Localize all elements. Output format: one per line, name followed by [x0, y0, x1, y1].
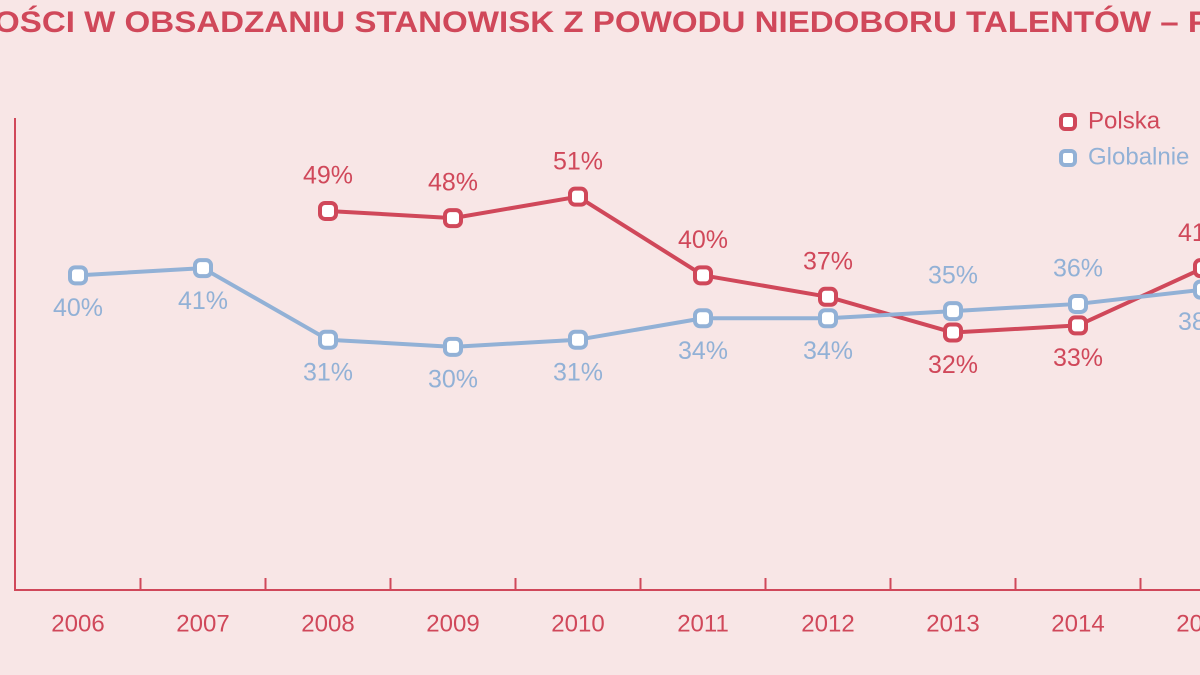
x-tick-label: 2012	[801, 610, 854, 637]
legend-marker	[1059, 113, 1077, 131]
marker	[1193, 279, 1200, 300]
data-label: 31%	[303, 358, 353, 386]
marker	[943, 301, 963, 322]
series-line	[77, 266, 1200, 349]
data-label: 32%	[928, 351, 978, 379]
marker	[318, 329, 338, 350]
data-label: 35%	[928, 262, 978, 290]
data-label: 37%	[803, 247, 853, 275]
data-label: 33%	[1053, 344, 1103, 372]
data-label: 38%	[1178, 308, 1200, 336]
x-tick-label: 2007	[176, 610, 229, 637]
marker	[568, 186, 588, 207]
marker	[693, 265, 713, 286]
data-label: 36%	[1053, 255, 1103, 283]
data-label: 40%	[53, 294, 103, 322]
marker	[193, 258, 213, 279]
chart-title: OŚCI W OBSADZANIU STANOWISK Z POWODU NIE…	[0, 5, 1200, 39]
marker	[1068, 315, 1088, 336]
marker	[318, 200, 338, 221]
marker	[1193, 258, 1200, 279]
x-tick-label: 2009	[426, 610, 479, 637]
marker	[818, 308, 838, 329]
x-tick-label: 2013	[926, 610, 979, 637]
legend-label: Polska	[1088, 107, 1161, 134]
x-tick-label: 2008	[301, 610, 354, 637]
data-label: 40%	[678, 226, 728, 254]
data-label: 41%	[1178, 219, 1200, 247]
x-tick-label: 2015	[1176, 610, 1200, 637]
data-label: 51%	[553, 147, 603, 175]
marker	[443, 208, 463, 229]
marker	[1068, 293, 1088, 314]
data-label: 49%	[303, 162, 353, 190]
data-label: 31%	[553, 358, 603, 386]
marker	[568, 329, 588, 350]
x-tick-label: 2014	[1051, 610, 1104, 637]
marker	[818, 286, 838, 307]
data-label: 30%	[428, 365, 478, 393]
x-tick-label: 2010	[551, 610, 604, 637]
data-label: 48%	[428, 169, 478, 197]
data-label: 41%	[178, 287, 228, 315]
data-label: 34%	[678, 337, 728, 365]
series-line	[327, 194, 1200, 335]
marker	[693, 308, 713, 329]
marker	[68, 265, 88, 286]
x-tick-label: 2006	[51, 610, 104, 637]
data-label: 34%	[803, 337, 853, 365]
legend-marker	[1059, 149, 1077, 167]
marker	[443, 336, 463, 357]
marker	[943, 322, 963, 343]
legend-label: Globalnie	[1088, 143, 1189, 170]
x-tick-label: 2011	[677, 610, 729, 637]
